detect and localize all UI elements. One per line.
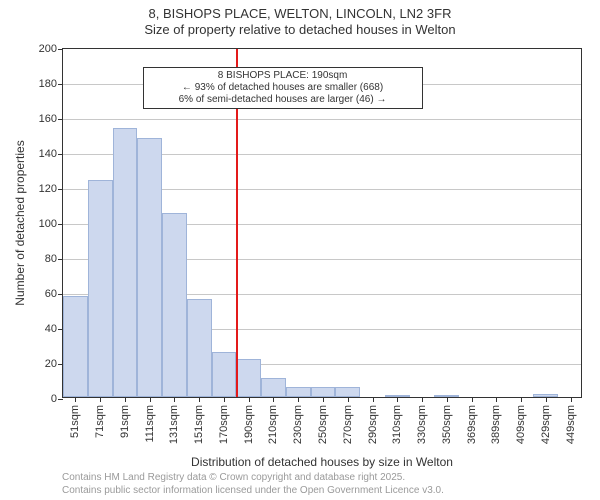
xtick-mark bbox=[397, 397, 398, 402]
watermark-line-1: Contains HM Land Registry data © Crown c… bbox=[62, 472, 405, 483]
xtick-label: 51sqm bbox=[69, 405, 81, 438]
xtick-mark bbox=[348, 397, 349, 402]
xtick-label: 330sqm bbox=[416, 405, 428, 444]
xtick-mark bbox=[199, 397, 200, 402]
xtick-label: 290sqm bbox=[367, 405, 379, 444]
bar bbox=[335, 387, 360, 398]
ytick-label: 200 bbox=[39, 43, 63, 55]
ytick-label: 60 bbox=[45, 288, 63, 300]
xtick-label: 111sqm bbox=[144, 405, 156, 443]
bar bbox=[286, 387, 311, 398]
gridline bbox=[63, 119, 581, 120]
bar bbox=[187, 299, 212, 397]
xtick-label: 250sqm bbox=[317, 405, 329, 444]
xtick-label: 230sqm bbox=[292, 405, 304, 444]
chart-titles: 8, BISHOPS PLACE, WELTON, LINCOLN, LN2 3… bbox=[0, 6, 600, 39]
plot-area: 02040608010012014016018020051sqm71sqm91s… bbox=[62, 48, 582, 398]
xtick-mark bbox=[571, 397, 572, 402]
xtick-label: 270sqm bbox=[342, 405, 354, 444]
xtick-mark bbox=[447, 397, 448, 402]
xtick-label: 151sqm bbox=[193, 405, 205, 444]
xtick-mark bbox=[496, 397, 497, 402]
legend-line: 6% of semi-detached houses are larger (4… bbox=[150, 94, 416, 106]
bar bbox=[113, 128, 138, 398]
xtick-mark bbox=[323, 397, 324, 402]
xtick-mark bbox=[273, 397, 274, 402]
bar bbox=[311, 387, 336, 398]
xtick-mark bbox=[298, 397, 299, 402]
bar bbox=[137, 138, 162, 397]
legend-line: ← 93% of detached houses are smaller (66… bbox=[150, 82, 416, 94]
legend-line: 8 BISHOPS PLACE: 190sqm bbox=[150, 70, 416, 82]
x-axis-title: Distribution of detached houses by size … bbox=[191, 455, 453, 469]
bar bbox=[261, 378, 286, 397]
xtick-mark bbox=[373, 397, 374, 402]
bar bbox=[63, 296, 88, 398]
xtick-label: 190sqm bbox=[243, 405, 255, 444]
legend-box: 8 BISHOPS PLACE: 190sqm← 93% of detached… bbox=[143, 67, 423, 109]
ytick-label: 160 bbox=[39, 113, 63, 125]
ytick-label: 100 bbox=[39, 218, 63, 230]
ytick-label: 140 bbox=[39, 148, 63, 160]
xtick-label: 409sqm bbox=[515, 405, 527, 444]
title-line-1: 8, BISHOPS PLACE, WELTON, LINCOLN, LN2 3… bbox=[0, 6, 600, 22]
xtick-mark bbox=[521, 397, 522, 402]
watermark-line-2: Contains public sector information licen… bbox=[62, 485, 444, 496]
y-axis-title: Number of detached properties bbox=[13, 140, 27, 305]
xtick-mark bbox=[249, 397, 250, 402]
bar bbox=[162, 213, 187, 397]
ytick-label: 120 bbox=[39, 183, 63, 195]
xtick-label: 449sqm bbox=[565, 405, 577, 444]
ytick-label: 180 bbox=[39, 78, 63, 90]
xtick-label: 350sqm bbox=[441, 405, 453, 444]
xtick-mark bbox=[75, 397, 76, 402]
xtick-mark bbox=[472, 397, 473, 402]
title-line-2: Size of property relative to detached ho… bbox=[0, 22, 600, 38]
ytick-label: 0 bbox=[51, 393, 63, 405]
bar bbox=[212, 352, 237, 398]
xtick-mark bbox=[125, 397, 126, 402]
xtick-mark bbox=[100, 397, 101, 402]
xtick-label: 91sqm bbox=[119, 405, 131, 438]
xtick-label: 71sqm bbox=[94, 405, 106, 438]
ytick-label: 80 bbox=[45, 253, 63, 265]
xtick-mark bbox=[174, 397, 175, 402]
xtick-label: 369sqm bbox=[466, 405, 478, 444]
xtick-label: 170sqm bbox=[218, 405, 230, 444]
bar bbox=[236, 359, 261, 398]
xtick-label: 310sqm bbox=[391, 405, 403, 444]
xtick-mark bbox=[546, 397, 547, 402]
xtick-mark bbox=[150, 397, 151, 402]
bar bbox=[88, 180, 113, 397]
xtick-label: 389sqm bbox=[490, 405, 502, 444]
xtick-label: 429sqm bbox=[540, 405, 552, 444]
ytick-label: 40 bbox=[45, 323, 63, 335]
xtick-label: 131sqm bbox=[168, 405, 180, 444]
chart-container: 8, BISHOPS PLACE, WELTON, LINCOLN, LN2 3… bbox=[0, 0, 600, 500]
xtick-mark bbox=[422, 397, 423, 402]
xtick-label: 210sqm bbox=[267, 405, 279, 444]
xtick-mark bbox=[224, 397, 225, 402]
ytick-label: 20 bbox=[45, 358, 63, 370]
